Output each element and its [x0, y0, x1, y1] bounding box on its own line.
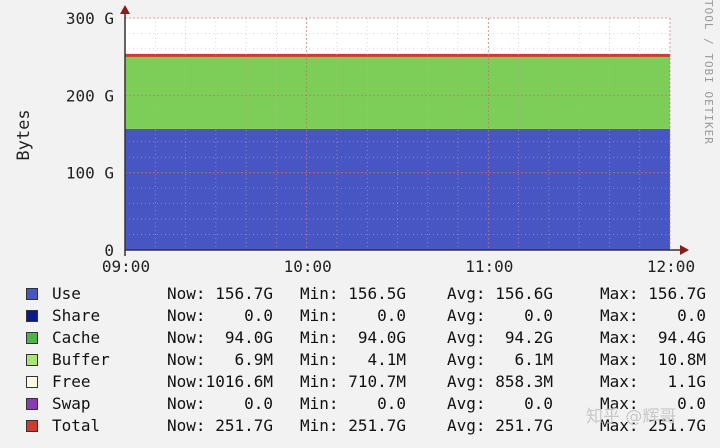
x-axis-arrow-icon	[680, 245, 689, 255]
y-tick-label: 0	[104, 241, 114, 260]
area-series-use	[125, 128, 670, 250]
legend-avg-value: Avg: 0.0	[447, 394, 553, 413]
y-axis-arrow-icon	[120, 5, 130, 14]
legend-min-value: Min: 251.7G	[300, 416, 406, 435]
legend-swatch	[26, 398, 38, 410]
legend-min-value: Min: 156.5G	[300, 284, 406, 303]
legend-label: Use	[52, 284, 81, 303]
legend-row-cache: Cache Now: 94.0G Min: 94.0G Avg: 94.2G Max: …	[26, 328, 716, 350]
watermark: 知乎 @辉哥	[586, 407, 677, 427]
y-tick-label: 200 G	[66, 86, 114, 105]
legend-min-value: Min: 94.0G	[300, 328, 406, 347]
legend-min-value: Min: 710.7M	[300, 372, 406, 391]
legend-avg-value: Avg: 251.7G	[447, 416, 553, 435]
legend-avg-value: Avg: 94.2G	[447, 328, 553, 347]
legend-max-value: Max: 10.8M	[600, 350, 706, 369]
legend-max-value: Max: 0.0	[600, 306, 706, 325]
x-tick-label: 09:00	[102, 257, 150, 276]
x-tick-label: 10:00	[284, 257, 332, 276]
legend-row-total: Total Now: 251.7G Min: 251.7G Avg: 251.7G Ma…	[26, 416, 716, 438]
legend-swatch	[26, 420, 38, 432]
legend-now-value: Now: 0.0	[167, 394, 273, 413]
legend-avg-value: Avg: 156.6G	[447, 284, 553, 303]
legend-swatch	[26, 310, 38, 322]
chart: 0 100 G 200 G 300 G 09:00 10:00 11:00 12:00 Byte…	[14, 0, 715, 276]
side-label: TOOL / TOBI OETIKER	[702, 0, 715, 145]
legend-max-value: Max: 251.7G	[600, 416, 706, 435]
legend-avg-value: Avg: 0.0	[447, 306, 553, 325]
legend-swatch	[26, 354, 38, 366]
legend-min-value: Min: 4.1M	[300, 350, 406, 369]
legend-label: Buffer	[52, 350, 110, 369]
legend-now-value: Now: 0.0	[167, 306, 273, 325]
legend-label: Share	[52, 306, 101, 325]
x-tick-label: 12:00	[647, 257, 695, 276]
legend-now-value: Now: 6.9M	[167, 350, 273, 369]
legend-label: Total	[52, 416, 101, 435]
y-axis-label: Bytes	[14, 109, 34, 160]
legend-row-swap: Swap Now: 0.0 Min: 0.0 Avg: 0.0 Max: 0.0	[26, 394, 716, 416]
legend-max-value: Max: 1.1G	[600, 372, 706, 391]
legend-row-free: Free Now:1016.6M Min: 710.7M Avg: 858.3M Max…	[26, 372, 716, 394]
legend-label: Swap	[52, 394, 91, 413]
legend-avg-value: Avg: 6.1M	[447, 350, 553, 369]
legend-now-value: Now:1016.6M	[167, 372, 273, 391]
legend-min-value: Min: 0.0	[300, 306, 406, 325]
legend-now-value: Now: 94.0G	[167, 328, 273, 347]
area-series-cache	[125, 56, 670, 129]
legend-max-value: Max: 0.0	[600, 394, 706, 413]
legend-now-value: Now: 251.7G	[167, 416, 273, 435]
legend-swatch	[26, 332, 38, 344]
legend-swatch	[26, 288, 38, 300]
legend-label: Free	[52, 372, 91, 391]
legend-max-value: Max: 94.4G	[600, 328, 706, 347]
y-tick-label: 100 G	[66, 164, 114, 183]
legend-row-buffer: Buffer Now: 6.9M Min: 4.1M Avg: 6.1M Max: 10…	[26, 350, 716, 372]
legend-min-value: Min: 0.0	[300, 394, 406, 413]
x-tick-label: 11:00	[465, 257, 513, 276]
legend-now-value: Now: 156.7G	[167, 284, 273, 303]
legend-row-share: Share Now: 0.0 Min: 0.0 Avg: 0.0 Max: 0.0	[26, 306, 716, 328]
legend-label: Cache	[52, 328, 101, 347]
y-tick-label: 300 G	[66, 9, 114, 28]
legend: Use Now: 156.7G Min: 156.5G Avg: 156.6G Max:…	[26, 284, 716, 438]
legend-swatch	[26, 376, 38, 388]
legend-avg-value: Avg: 858.3M	[447, 372, 553, 391]
legend-row-use: Use Now: 156.7G Min: 156.5G Avg: 156.6G Max:…	[26, 284, 716, 306]
legend-max-value: Max: 156.7G	[600, 284, 706, 303]
